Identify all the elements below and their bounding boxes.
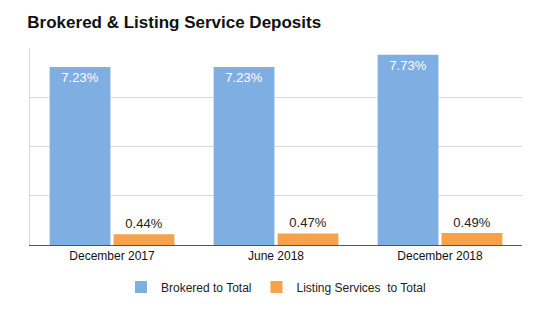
svg-text:Listing Services to Total: Listing Services to Total	[297, 281, 426, 295]
svg-text:December 2017: December 2017	[69, 249, 155, 263]
svg-text:0.47%: 0.47%	[289, 215, 326, 230]
svg-text:7.73%: 7.73%	[389, 58, 426, 73]
svg-text:December 2018: December 2018	[397, 249, 483, 263]
svg-text:0.49%: 0.49%	[453, 215, 490, 230]
svg-text:7.23%: 7.23%	[61, 70, 98, 85]
svg-text:Brokered to Total: Brokered to Total	[161, 281, 252, 295]
svg-text:0.44%: 0.44%	[125, 216, 162, 231]
svg-text:7.23%: 7.23%	[225, 70, 262, 85]
svg-text:June 2018: June 2018	[248, 249, 304, 263]
svg-text:Brokered & Listing Service Dep: Brokered & Listing Service Deposits	[27, 13, 321, 32]
